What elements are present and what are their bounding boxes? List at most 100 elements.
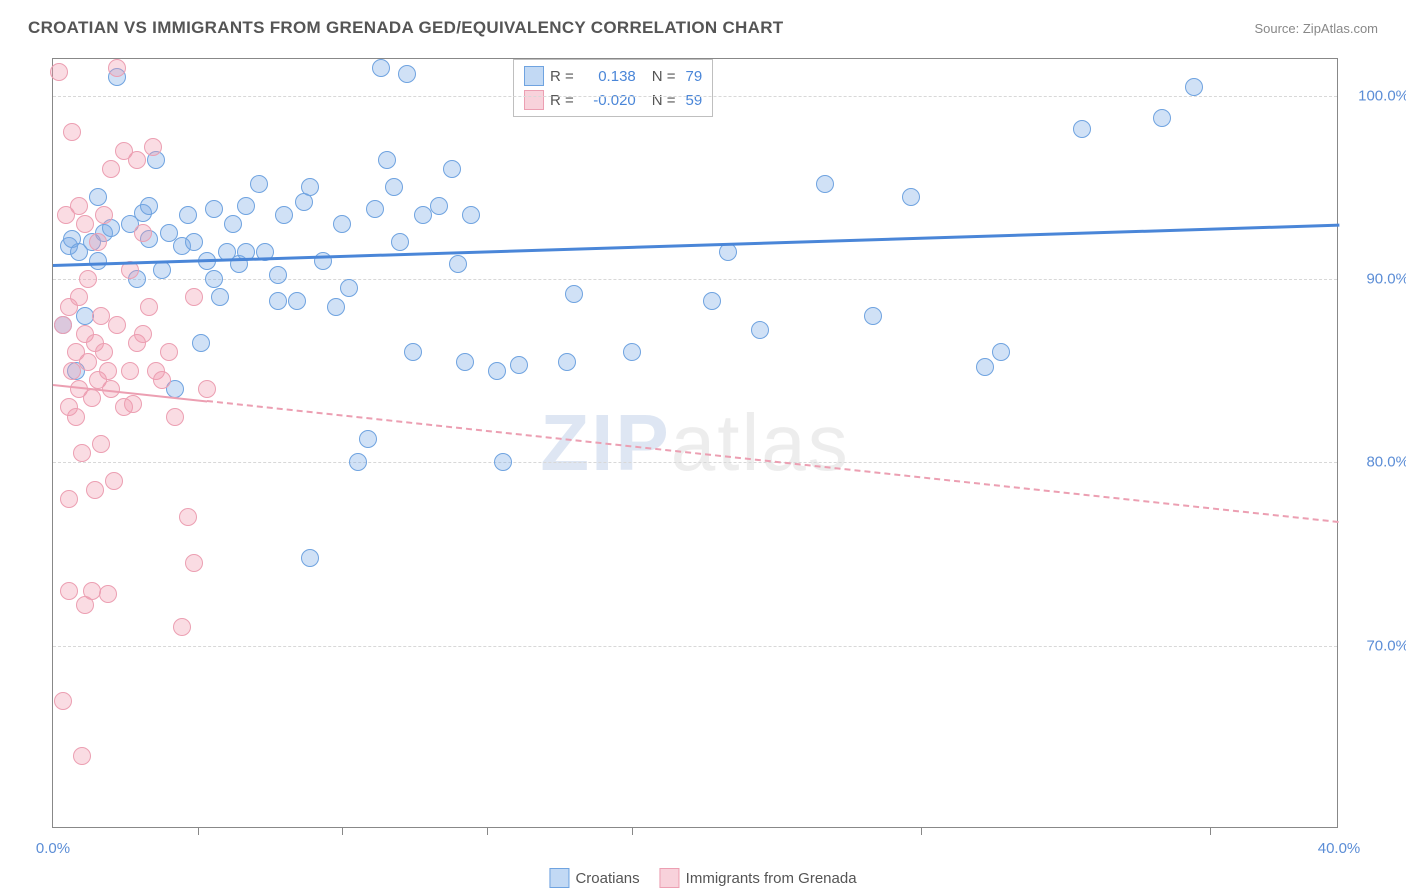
data-point <box>510 356 528 374</box>
data-point <box>99 362 117 380</box>
data-point <box>366 200 384 218</box>
ytick-label: 100.0% <box>1349 87 1406 104</box>
data-point <box>703 292 721 310</box>
plot-area: ZIPatlas R = 0.138 N = 79 R = -0.020 N =… <box>52 58 1338 828</box>
data-point <box>301 178 319 196</box>
data-point <box>340 279 358 297</box>
legend-series: Croatians Immigrants from Grenada <box>549 868 856 888</box>
data-point <box>404 343 422 361</box>
data-point <box>134 224 152 242</box>
data-point <box>391 233 409 251</box>
data-point <box>79 270 97 288</box>
data-point <box>269 266 287 284</box>
xtick <box>487 827 488 835</box>
ytick-label: 90.0% <box>1349 271 1406 288</box>
data-point <box>462 206 480 224</box>
gridline <box>53 462 1337 463</box>
data-point <box>275 206 293 224</box>
data-point <box>359 430 377 448</box>
data-point <box>70 288 88 306</box>
data-point <box>63 123 81 141</box>
data-point <box>83 582 101 600</box>
data-point <box>565 285 583 303</box>
data-point <box>443 160 461 178</box>
data-point <box>179 508 197 526</box>
data-point <box>751 321 769 339</box>
legend-r-value: -0.020 <box>584 92 636 109</box>
gridline <box>53 646 1337 647</box>
legend-item-label: Croatians <box>575 870 639 887</box>
data-point <box>89 252 107 270</box>
data-point <box>144 138 162 156</box>
data-point <box>623 343 641 361</box>
data-point <box>70 197 88 215</box>
legend-n-label: N = <box>652 92 676 109</box>
data-point <box>449 255 467 273</box>
legend-swatch-croatians <box>524 66 544 86</box>
data-point <box>349 453 367 471</box>
data-point <box>976 358 994 376</box>
data-point <box>430 197 448 215</box>
data-point <box>488 362 506 380</box>
data-point <box>1073 120 1091 138</box>
data-point <box>166 408 184 426</box>
data-point <box>237 197 255 215</box>
legend-n-label: N = <box>652 68 676 85</box>
legend-n-value: 79 <box>686 68 703 85</box>
legend-stats-row: R = -0.020 N = 59 <box>524 88 702 112</box>
xtick <box>1210 827 1211 835</box>
data-point <box>63 362 81 380</box>
data-point <box>95 206 113 224</box>
data-point <box>398 65 416 83</box>
data-point <box>121 362 139 380</box>
data-point <box>205 270 223 288</box>
data-point <box>414 206 432 224</box>
data-point <box>134 325 152 343</box>
data-point <box>385 178 403 196</box>
watermark: ZIPatlas <box>540 397 849 489</box>
legend-r-value: 0.138 <box>584 68 636 85</box>
data-point <box>89 188 107 206</box>
data-point <box>99 585 117 603</box>
data-point <box>60 490 78 508</box>
data-point <box>83 389 101 407</box>
data-point <box>108 316 126 334</box>
data-point <box>327 298 345 316</box>
data-point <box>89 233 107 251</box>
data-point <box>185 288 203 306</box>
chart-title: CROATIAN VS IMMIGRANTS FROM GRENADA GED/… <box>28 18 783 38</box>
data-point <box>333 215 351 233</box>
data-point <box>205 200 223 218</box>
watermark-atlas: atlas <box>671 398 850 487</box>
data-point <box>1153 109 1171 127</box>
legend-n-value: 59 <box>686 92 703 109</box>
data-point <box>301 549 319 567</box>
data-point <box>160 343 178 361</box>
data-point <box>73 444 91 462</box>
data-point <box>269 292 287 310</box>
data-point <box>105 472 123 490</box>
data-point <box>153 371 171 389</box>
data-point <box>79 353 97 371</box>
data-point <box>211 288 229 306</box>
data-point <box>76 215 94 233</box>
data-point <box>140 298 158 316</box>
data-point <box>54 316 72 334</box>
data-point <box>179 206 197 224</box>
data-point <box>192 334 210 352</box>
xtick-label: 40.0% <box>1318 840 1361 857</box>
xtick <box>921 827 922 835</box>
data-point <box>128 151 146 169</box>
legend-r-label: R = <box>550 68 574 85</box>
data-point <box>86 481 104 499</box>
legend-r-label: R = <box>550 92 574 109</box>
data-point <box>102 160 120 178</box>
data-point <box>288 292 306 310</box>
data-point <box>992 343 1010 361</box>
data-point <box>124 395 142 413</box>
legend-stats-row: R = 0.138 N = 79 <box>524 64 702 88</box>
legend-item-grenada: Immigrants from Grenada <box>660 868 857 888</box>
data-point <box>60 582 78 600</box>
data-point <box>224 215 242 233</box>
legend-swatch-grenada <box>524 90 544 110</box>
